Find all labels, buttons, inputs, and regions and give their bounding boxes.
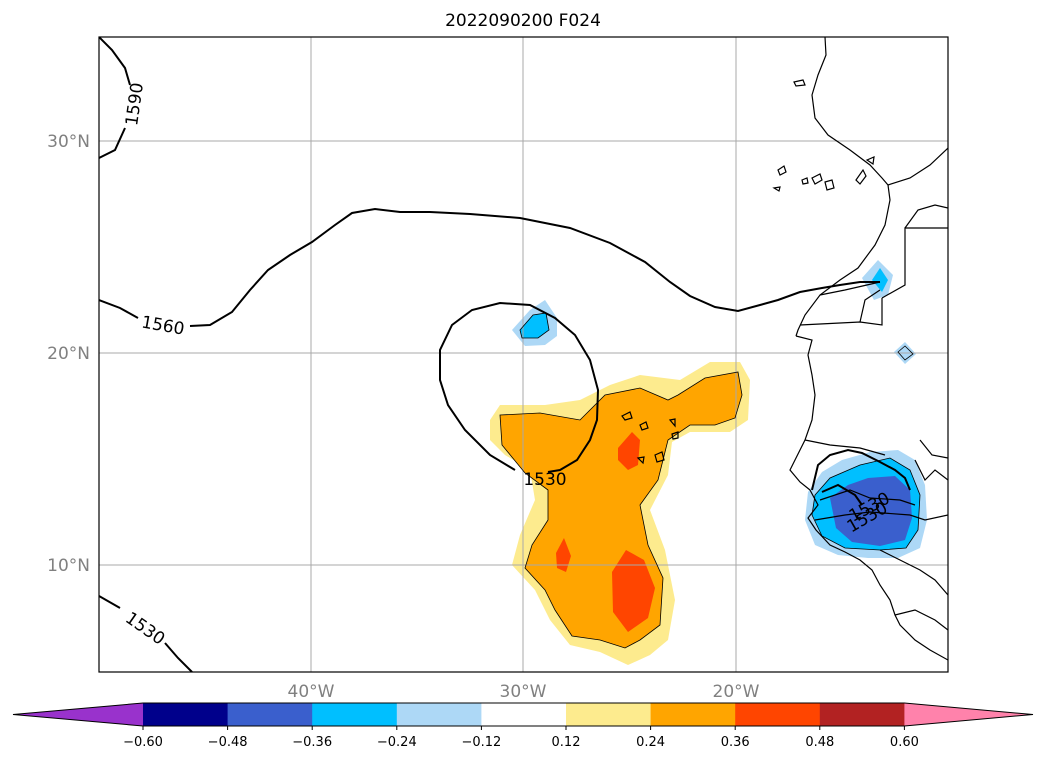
colorbar-tick-label: −0.24	[377, 735, 417, 750]
colorbar-tick-label: −0.36	[292, 735, 332, 750]
contour-label: 1560	[140, 312, 186, 339]
colorbar-extend-max	[904, 703, 1033, 726]
contour-label: 1590	[122, 81, 148, 127]
contour-label: 1530	[523, 470, 566, 490]
colorbar-segment	[650, 703, 736, 726]
negative-anomaly-spot	[872, 268, 888, 292]
colorbar-tick-label: 0.36	[721, 735, 750, 750]
contour-label: 1530	[121, 608, 168, 649]
colorbar-segment	[566, 703, 652, 726]
lon-label: 40°W	[288, 682, 335, 702]
height-contours	[99, 37, 911, 672]
colorbar: −0.60 −0.48 −0.36 −0.24 −0.12 0.12 0.24 0.36 0.4…	[12, 702, 1034, 750]
colorbar-tick-label: −0.12	[461, 735, 501, 750]
map-gridlines	[99, 37, 948, 672]
colorbar-segment	[143, 703, 229, 726]
lon-label: 20°W	[713, 682, 760, 702]
colorbar-tick-label: −0.48	[208, 735, 248, 750]
colorbar-segment	[819, 703, 905, 726]
colorbar-segment	[396, 703, 482, 726]
strong-anomaly-spot	[556, 538, 571, 572]
colorbar-tick-label: −0.60	[123, 735, 163, 750]
colorbar-segment	[227, 703, 313, 726]
colorbar-segment	[312, 703, 398, 726]
negative-anomaly-core	[520, 313, 549, 338]
colorbar-segment	[735, 703, 821, 726]
shaded-field	[490, 260, 927, 665]
colorbar-tick-label: 0.48	[805, 735, 834, 750]
strong-anomaly-spot	[612, 550, 655, 632]
colorbar-tick-label: 0.60	[890, 735, 919, 750]
colorbar-extend-min	[13, 703, 143, 726]
strong-anomaly-spot	[618, 432, 640, 470]
map-frame	[98, 36, 949, 673]
colorbar-tick-label: 0.24	[636, 735, 665, 750]
lon-label: 30°W	[500, 682, 547, 702]
coastlines	[621, 37, 948, 661]
colorbar-segment	[481, 703, 567, 726]
lat-label: 10°N	[47, 556, 90, 576]
positive-anomaly-region	[500, 372, 742, 648]
figure-title: 2022090200 F024	[445, 11, 601, 31]
lat-label: 30°N	[47, 132, 90, 152]
colorbar-tick-label: 0.12	[552, 735, 581, 750]
lat-label: 20°N	[47, 344, 90, 364]
